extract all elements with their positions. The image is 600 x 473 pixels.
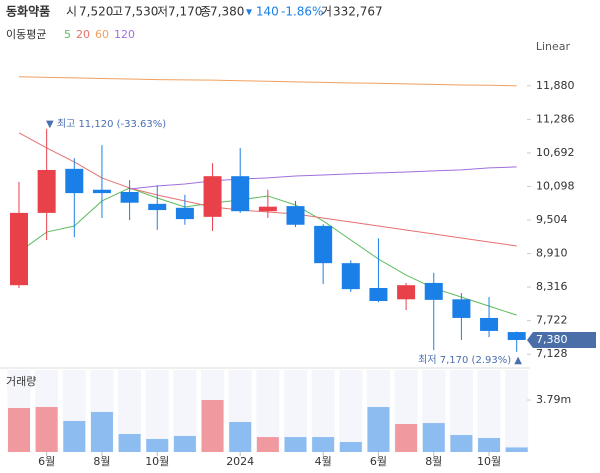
y-tick-label: 11,880 [536, 79, 575, 92]
x-tick-label: 8월 [425, 455, 442, 468]
y-tick-label: 10,692 [536, 146, 575, 159]
header: 동화약품 시 7,520 고 7,530 저 7,170 종 7,380 ▾ 1… [6, 4, 570, 54]
volume-bar [63, 421, 86, 452]
volume-title: 거래량 [6, 375, 36, 388]
volume-column [145, 370, 169, 452]
volume-column [256, 370, 280, 452]
high-label: 고 [112, 5, 123, 19]
ma-legend: 5 [64, 28, 71, 41]
candle-body [10, 212, 28, 286]
candle-body [148, 203, 167, 211]
candle-body [203, 176, 222, 217]
candle-body [258, 206, 277, 212]
volume-bar [173, 435, 196, 452]
x-tick-label: 2024 [226, 455, 254, 468]
ma-line [129, 166, 517, 190]
candle-body [314, 225, 333, 264]
volume-column [311, 370, 335, 452]
close-value: 7,380 [210, 5, 244, 19]
ma-legend: 20 [76, 28, 90, 41]
low-annotation: 최저 7,170 (2.93%) ▲ [418, 354, 522, 366]
volume-tick-label: 3.79m [536, 393, 571, 406]
y-tick-label: 7,722 [536, 314, 568, 327]
last-price-label: 7,380 [536, 333, 568, 346]
volume-column [118, 370, 142, 452]
change: ▾ 140 [246, 5, 279, 19]
volume-value: 332,767 [333, 5, 383, 19]
y-tick-label: 11,286 [536, 112, 575, 125]
open-value: 7,520 [79, 5, 113, 19]
volume-bar [201, 400, 224, 452]
candle-body [37, 169, 56, 213]
volume-column [477, 370, 501, 452]
candle-body [424, 282, 443, 300]
volume-bar [505, 447, 528, 452]
candle-body [369, 288, 388, 302]
volume-bar [256, 437, 279, 452]
ma-legend: 120 [114, 28, 135, 41]
y-tick-label: 8,316 [536, 280, 568, 293]
candle-body [286, 206, 305, 225]
scale-toggle[interactable]: Linear [536, 40, 571, 53]
x-tick-label: 10월 [145, 455, 169, 468]
y-tick-label: 8,910 [536, 247, 568, 260]
volume-label: 거 [321, 5, 332, 19]
volume-column [173, 370, 197, 452]
stock-name: 동화약품 [6, 4, 50, 19]
volume-column [449, 370, 473, 452]
x-tick-label: 10월 [477, 455, 501, 468]
change-pct: -1.86% [281, 5, 323, 19]
low-value: 7,170 [168, 5, 202, 19]
candle-body [480, 317, 499, 331]
x-tick-label: 8월 [93, 455, 110, 468]
volume-bar [339, 441, 362, 452]
x-tick-label: 6월 [370, 455, 387, 468]
volume-bar [35, 407, 58, 452]
x-tick-label: 4월 [315, 455, 332, 468]
close-label: 종 [200, 5, 211, 19]
y-tick-label: 7,128 [536, 347, 568, 360]
x-tick-label: 6월 [38, 455, 55, 468]
volume-bar [478, 438, 501, 452]
volume-column [339, 370, 363, 452]
volume-bar [422, 423, 445, 452]
volume-column [284, 370, 307, 452]
volume-bar [8, 407, 30, 452]
candle-body [120, 191, 139, 203]
volume-bar [229, 421, 252, 452]
low-label: 저 [157, 5, 168, 19]
volume-bar [312, 437, 335, 452]
open-label: 시 [66, 5, 77, 19]
candle-body [231, 176, 250, 212]
volume-bar [284, 437, 307, 452]
candle-body [452, 299, 471, 318]
volume-bar [450, 434, 473, 452]
last-price-tag [527, 331, 596, 348]
candle-body [92, 189, 111, 194]
volume-column [505, 370, 529, 452]
volume-bar [367, 407, 390, 452]
high-value: 7,530 [124, 5, 158, 19]
candle-body [175, 207, 194, 220]
ma-title: 이동평균 [6, 28, 46, 41]
volume-bar [395, 424, 418, 452]
volume-bar [118, 434, 141, 452]
ma-line [18, 132, 517, 247]
volume-bar [90, 411, 113, 452]
candle-body [65, 168, 84, 194]
volume-bar [146, 438, 169, 452]
high-annotation: ▼ 최고 11,120 (-33.63%) [46, 118, 166, 130]
candle-body [341, 263, 360, 290]
ma-line [18, 76, 517, 87]
y-tick-label: 10,098 [536, 179, 575, 192]
candle-body [507, 332, 526, 340]
ma-legend: 60 [95, 28, 109, 41]
candle-body [397, 285, 416, 300]
y-tick-label: 9,504 [536, 213, 568, 226]
